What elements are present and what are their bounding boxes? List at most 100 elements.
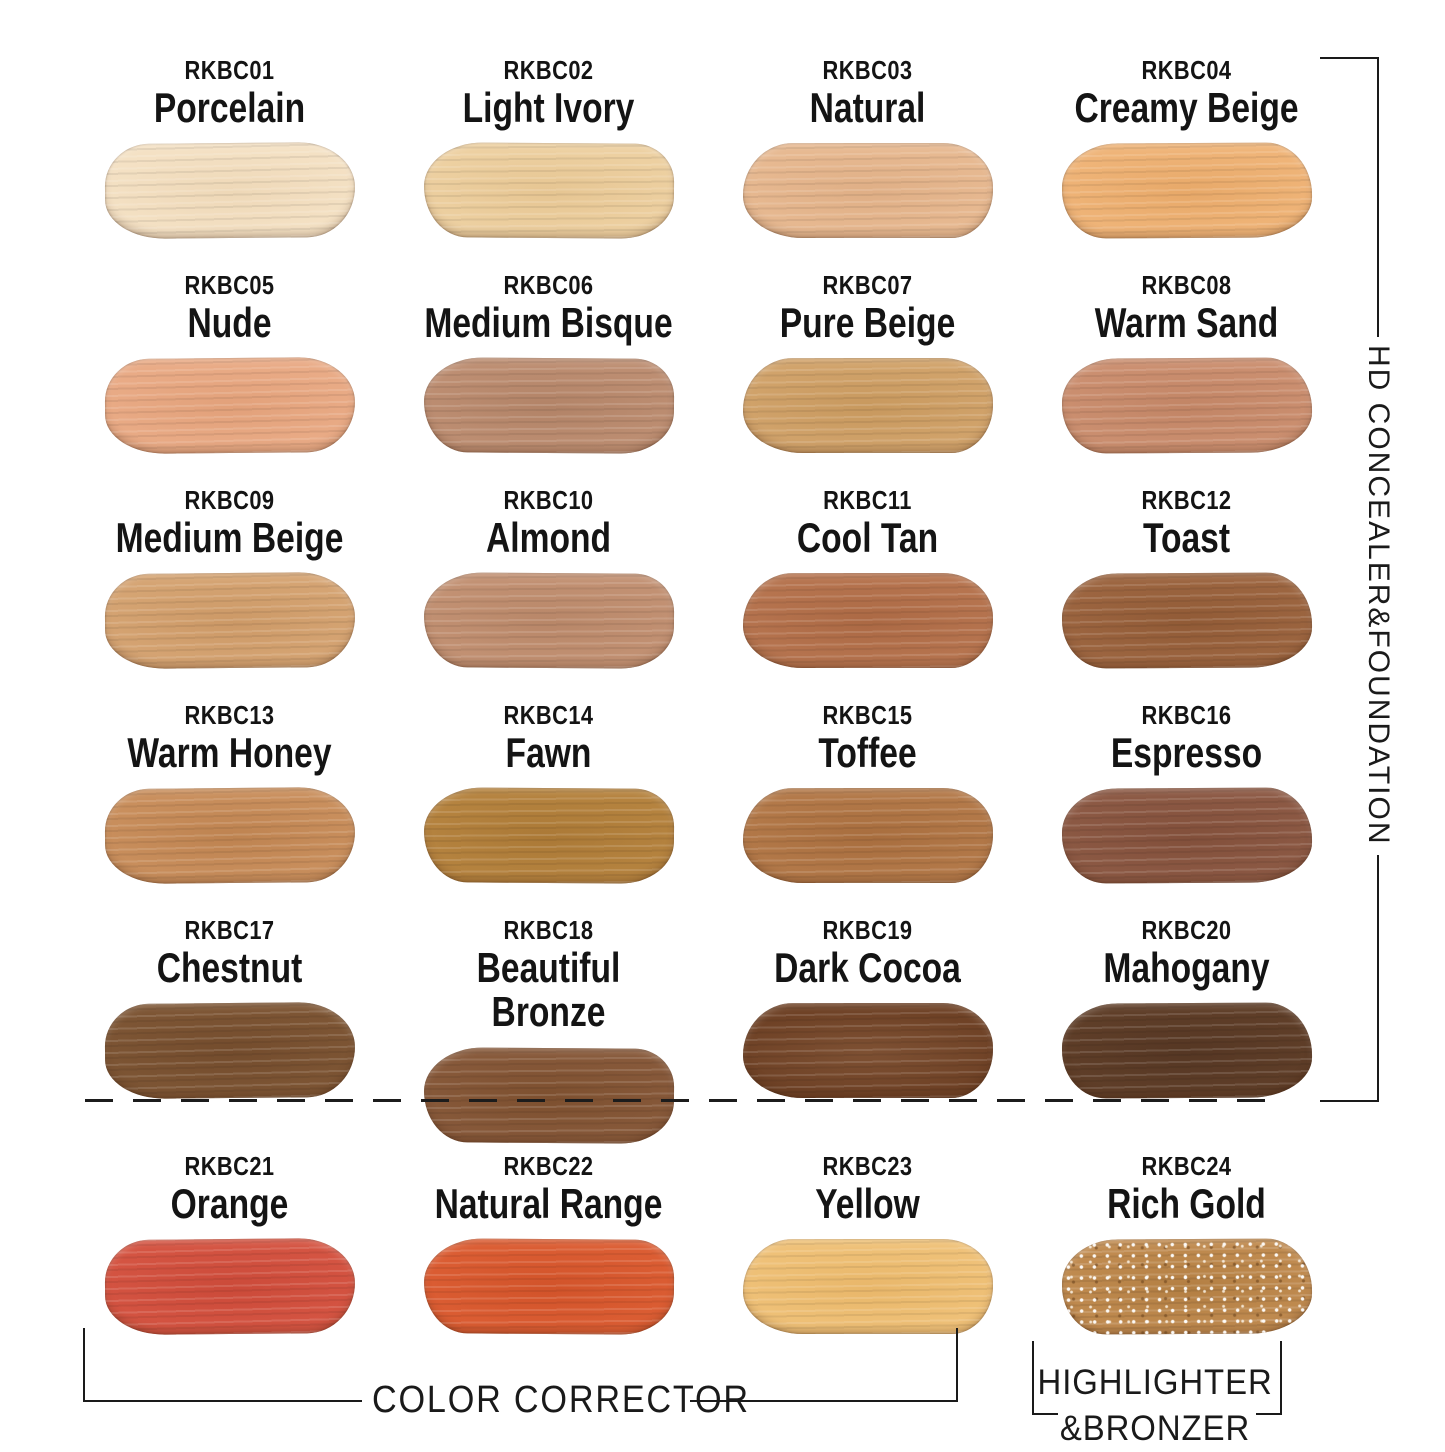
shade-smear [104,357,355,455]
dashed-divider-line [85,1099,1280,1102]
shade-swatch-cell: RKBC07 Pure Beige [708,261,1027,476]
highlighter-label-line2: &BRONZER [1059,1409,1251,1449]
shade-code: RKBC14 [503,700,594,730]
highlighter-bracket-left [1032,1341,1058,1415]
shade-name: Fawn [505,728,592,776]
shade-code: RKBC01 [184,55,275,85]
shade-smear [742,143,993,239]
shade-code: RKBC07 [822,270,913,300]
shade-swatch-cell: RKBC04 Creamy Beige [1027,46,1346,261]
shade-smear [742,358,993,454]
concealer-foundation-grid: RKBC01 Porcelain RKBC02 Light Ivory RKBC… [70,46,1346,1144]
shade-swatch-cell: RKBC02 Light Ivory [389,46,708,261]
shade-smear [104,142,355,240]
shade-smear [1061,1238,1312,1336]
shade-name: Espresso [1110,728,1263,776]
shade-code: RKBC17 [184,915,275,945]
highlighter-bronzer-label: HIGHLIGHTER &BRONZER [1038,1360,1273,1452]
shade-name: Yellow [815,1179,920,1227]
shade-code: RKBC09 [184,485,275,515]
right-bracket-top-segment [1320,57,1379,337]
shade-smear [423,357,674,455]
shade-name: Toffee [818,728,917,776]
shade-name: Orange [170,1179,289,1227]
shade-name: Warm Honey [127,728,332,776]
shade-name: Beautiful Bronze [476,943,621,1036]
shade-smear [423,142,674,240]
shade-name: Cool Tan [796,513,939,561]
shade-code: RKBC11 [823,485,912,515]
right-bracket-bottom-segment [1320,855,1379,1102]
shade-code: RKBC13 [184,700,275,730]
shade-smear [1061,142,1312,240]
shade-name: Dark Cocoa [774,943,961,991]
shade-swatch-cell: RKBC20 Mahogany [1027,906,1346,1121]
shade-smear [423,1047,674,1144]
shade-smear [1061,357,1312,455]
shade-smear [1061,787,1312,885]
shade-swatch-cell: RKBC19 Dark Cocoa [708,906,1027,1121]
shade-code: RKBC08 [1141,270,1232,300]
shade-code: RKBC24 [1141,1151,1232,1181]
shade-swatch-cell: RKBC24 Rich Gold [1027,1142,1346,1357]
shade-smear [742,573,993,669]
shade-name: Natural Range [434,1179,663,1227]
shade-code: RKBC21 [184,1151,275,1181]
shade-name: Warm Sand [1094,298,1279,346]
shade-name: Almond [485,513,612,561]
shade-name: Creamy Beige [1074,83,1299,131]
shade-code: RKBC05 [184,270,275,300]
color-corrector-bracket-left [83,1328,362,1402]
shade-name: Medium Beige [115,513,344,561]
shade-name: Pure Beige [779,298,956,346]
shade-code: RKBC06 [503,270,594,300]
shade-name: Mahogany [1103,943,1270,991]
highlighter-label-line1: HIGHLIGHTER [1037,1363,1273,1402]
shade-smear [104,787,355,885]
highlighter-bracket-right [1256,1341,1282,1415]
shade-swatch-cell: RKBC18 Beautiful Bronze [389,906,708,1144]
shade-name: Toast [1142,513,1231,561]
shade-swatch-cell: RKBC01 Porcelain [70,46,389,261]
shade-swatch-cell: RKBC15 Toffee [708,691,1027,906]
shade-code: RKBC19 [822,915,913,945]
shade-swatch-cell: RKBC08 Warm Sand [1027,261,1346,476]
shade-smear [104,1238,355,1336]
shade-smear [1061,1002,1312,1100]
shade-swatch-cell: RKBC23 Yellow [708,1142,1027,1357]
corrector-highlighter-grid: RKBC21 Orange RKBC22 Natural Range RKBC2… [70,1142,1346,1357]
shade-swatch-cell: RKBC14 Fawn [389,691,708,906]
shade-smear [742,788,993,884]
shade-swatch-cell: RKBC13 Warm Honey [70,691,389,906]
shade-swatch-cell: RKBC09 Medium Beige [70,476,389,691]
shade-code: RKBC12 [1141,485,1232,515]
shade-swatch-cell: RKBC16 Espresso [1027,691,1346,906]
shade-swatch-cell: RKBC03 Natural [708,46,1027,261]
shade-name: Chestnut [156,943,303,991]
color-corrector-bracket-right [690,1328,958,1402]
shade-name: Medium Bisque [424,298,673,346]
shade-swatch-cell: RKBC22 Natural Range [389,1142,708,1357]
shade-code: RKBC20 [1141,915,1232,945]
shade-name: Natural [809,83,926,131]
shade-swatch-cell: RKBC10 Almond [389,476,708,691]
shade-name: Rich Gold [1107,1179,1266,1227]
shade-code: RKBC16 [1141,700,1232,730]
shade-code: RKBC22 [503,1151,594,1181]
shade-smear [423,572,674,670]
shade-swatch-cell: RKBC06 Medium Bisque [389,261,708,476]
shade-code: RKBC15 [822,700,913,730]
shade-smear [742,1239,993,1335]
shade-smear [104,572,355,670]
shade-code: RKBC02 [503,55,594,85]
shade-code: RKBC18 [503,915,594,945]
shade-code: RKBC23 [822,1151,913,1181]
shade-name: Light Ivory [462,83,635,131]
shade-swatch-cell: RKBC17 Chestnut [70,906,389,1121]
shade-smear [1061,572,1312,670]
shade-code: RKBC03 [822,55,913,85]
shade-smear [104,1002,355,1100]
shade-smear [423,787,674,885]
shade-smear [742,1003,993,1099]
